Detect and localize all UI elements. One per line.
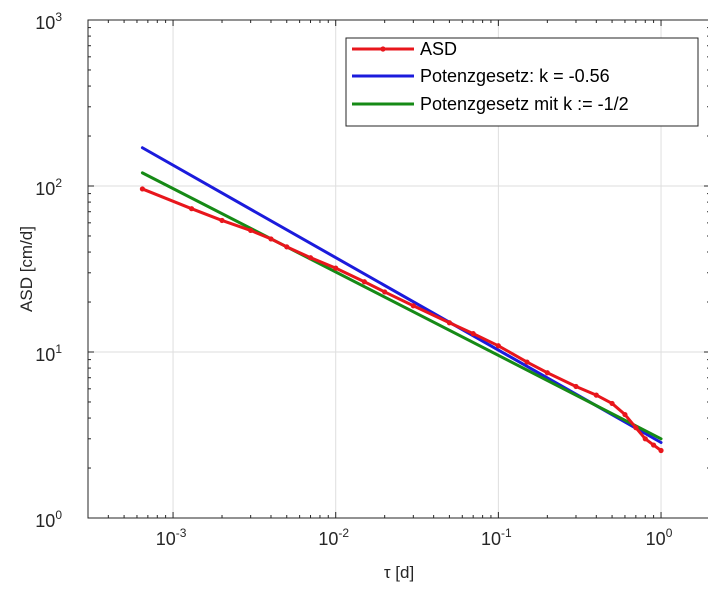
- series-layer: [139, 146, 664, 454]
- series-point: [633, 425, 639, 431]
- x-tick-label: 10-1: [481, 526, 512, 549]
- series-point: [219, 217, 225, 224]
- series-point: [642, 436, 648, 442]
- x-axis-title: τ [d]: [384, 563, 414, 582]
- y-tick-label: 101: [35, 342, 62, 365]
- series-point: [544, 370, 550, 376]
- x-tick-label: 10-3: [156, 526, 187, 549]
- y-tick-exponent: 0: [55, 508, 62, 522]
- ticks: [87, 19, 708, 519]
- series-point: [188, 206, 195, 212]
- series-line-2: [140, 171, 663, 441]
- legend-box: [345, 37, 699, 127]
- legend-marker: [380, 46, 386, 52]
- series-point: [361, 279, 367, 285]
- series-point: [284, 244, 290, 250]
- y-tick-label: 102: [35, 176, 62, 199]
- series-point: [658, 447, 664, 454]
- y-tick-exponent: 3: [55, 10, 62, 24]
- series-point: [593, 392, 599, 398]
- legend-label: Potenzgesetz mit k := -1/2: [420, 94, 629, 114]
- plot-frame: [87, 19, 708, 519]
- series-point: [622, 411, 628, 418]
- x-tick-base: 10: [156, 529, 176, 549]
- x-tick-base: 10: [481, 529, 501, 549]
- x-tick-label: 100: [646, 526, 673, 549]
- y-tick-exponent: 1: [55, 342, 62, 356]
- legend: ASD Potenzgesetz: k = -0.56 Potenzgesetz m…: [345, 37, 699, 127]
- series-point: [382, 289, 388, 295]
- x-tick-exponent: 0: [666, 526, 673, 540]
- series-point: [268, 236, 274, 242]
- x-tick-exponent: -1: [501, 526, 512, 540]
- series-line-0: [140, 187, 663, 453]
- series-point: [248, 227, 254, 234]
- y-axis-title: ASD [cm/d]: [17, 226, 36, 312]
- x-tick-base: 10: [646, 529, 666, 549]
- series-point: [524, 359, 530, 365]
- series-point: [446, 320, 453, 326]
- series-point: [650, 442, 657, 448]
- legend-label: ASD: [420, 39, 457, 59]
- series-point: [307, 255, 314, 261]
- y-tick-label: 100: [35, 508, 62, 531]
- series-point: [470, 331, 476, 337]
- y-tick-base: 10: [35, 511, 55, 531]
- y-tick-base: 10: [35, 13, 55, 33]
- y-tick-base: 10: [35, 179, 55, 199]
- x-tick-base: 10: [318, 529, 338, 549]
- x-tick-exponent: -2: [338, 526, 349, 540]
- series-point: [495, 343, 501, 349]
- legend-label: Potenzgesetz: k = -0.56: [420, 66, 610, 86]
- series-point: [333, 265, 339, 271]
- series-point: [139, 186, 146, 192]
- x-tick-exponent: -3: [176, 526, 187, 540]
- x-tick-label: 10-2: [318, 526, 349, 549]
- y-tick-base: 10: [35, 345, 55, 365]
- series-point: [609, 400, 615, 407]
- y-tick-exponent: 2: [55, 176, 62, 190]
- series-point: [410, 303, 416, 309]
- series-point: [573, 383, 579, 390]
- y-tick-label: 103: [35, 10, 62, 33]
